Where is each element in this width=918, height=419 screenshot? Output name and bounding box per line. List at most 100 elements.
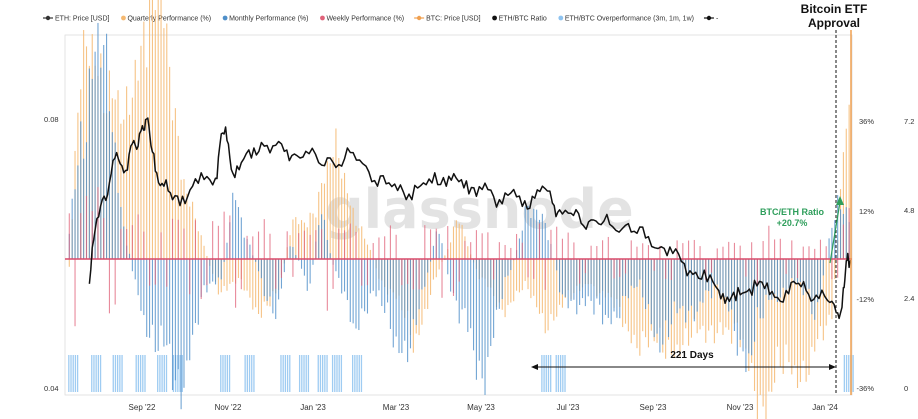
- monthly-bar: [398, 259, 400, 354]
- monthly-bar: [802, 259, 804, 296]
- right-axis-tick: 4.8: [904, 206, 914, 215]
- monthly-bar: [779, 259, 781, 298]
- monthly-bar: [481, 259, 483, 379]
- monthly-bar: [645, 259, 647, 310]
- quarterly-bar: [346, 193, 348, 259]
- legend-marker-2: [222, 15, 228, 21]
- quarterly-bar: [541, 259, 543, 314]
- monthly-bar: [679, 259, 681, 309]
- weekly-bar: [372, 243, 374, 259]
- weekly-bar: [435, 228, 437, 259]
- weekly-bar: [774, 239, 776, 259]
- monthly-bar: [811, 259, 813, 315]
- weekly-bar: [441, 259, 443, 298]
- legend-marker-3: [320, 15, 325, 21]
- monthly-bar: [341, 259, 343, 294]
- legend-marker-7: [706, 15, 712, 21]
- monthly-bar: [470, 259, 472, 329]
- weekly-bar: [699, 246, 701, 259]
- overperformance-bar: [324, 355, 326, 392]
- weekly-bar: [424, 225, 426, 259]
- overperformance-bar: [177, 355, 179, 392]
- overperformance-bar: [303, 355, 305, 392]
- monthly-bar: [343, 259, 346, 292]
- monthly-bar: [487, 259, 489, 358]
- monthly-bar: [484, 259, 486, 395]
- quarterly-bar: [255, 259, 257, 308]
- monthly-bar: [785, 259, 787, 294]
- weekly-bar: [183, 228, 185, 259]
- monthly-bar: [401, 259, 403, 354]
- quarterly-bar: [713, 259, 715, 344]
- overperformance-bar: [220, 355, 222, 392]
- weekly-bar: [452, 259, 455, 296]
- percent-axis-tick: -12%: [856, 295, 874, 304]
- weekly-bar: [137, 214, 139, 259]
- overperformance-bar: [541, 355, 543, 392]
- quarterly-bar: [260, 259, 262, 318]
- monthly-bar: [642, 259, 644, 298]
- monthly-bar: [415, 259, 417, 326]
- monthly-bar: [602, 259, 604, 325]
- legend-marker-0: [45, 15, 51, 21]
- axes-layer: 0.08 0.04 36% 12% -12% -36% 7.2 4.8 2.4 0 Sep '22 N…: [44, 115, 914, 412]
- monthly-bar: [656, 259, 658, 334]
- quarterly-bar: [467, 246, 469, 259]
- weekly-bar: [802, 246, 804, 259]
- monthly-bar: [240, 217, 242, 259]
- monthly-bar: [719, 259, 721, 299]
- weekly-bar: [756, 259, 758, 285]
- quarterly-bar: [189, 206, 191, 259]
- monthly-bar: [670, 259, 672, 325]
- quarterly-bar: [507, 259, 509, 306]
- monthly-bar: [369, 259, 371, 294]
- quarterly-bar: [192, 201, 194, 259]
- monthly-bar: [685, 259, 687, 323]
- monthly-bar: [303, 259, 305, 276]
- quarterly-bar: [848, 104, 850, 259]
- monthly-bar: [263, 259, 265, 297]
- weekly-bar: [412, 259, 414, 290]
- monthly-bar: [682, 259, 684, 306]
- monthly-bar: [71, 198, 73, 259]
- overperformance-bar: [251, 355, 253, 392]
- x-axis-tick: Jan '24: [812, 403, 838, 412]
- quarterly-bar: [306, 227, 308, 259]
- weekly-bar: [636, 246, 638, 259]
- x-axis-tick: Nov '23: [727, 403, 754, 412]
- weekly-bar: [286, 231, 288, 259]
- quarterly-bar: [68, 259, 70, 267]
- quarterly-bar: [438, 259, 440, 270]
- quarterly-bar: [358, 228, 360, 259]
- monthly-bar: [676, 259, 678, 314]
- monthly-bar: [243, 237, 245, 259]
- monthly-bar: [768, 259, 770, 300]
- quarterly-bar: [705, 259, 707, 343]
- weekly-bar: [401, 259, 403, 286]
- quarterly-bar: [513, 259, 515, 302]
- monthly-bar: [607, 259, 609, 318]
- quarterly-bar: [802, 259, 804, 361]
- monthly-bar: [283, 259, 285, 273]
- weekly-bar: [200, 259, 202, 300]
- monthly-bar: [699, 259, 701, 302]
- weekly-bar: [97, 187, 99, 259]
- legend-label-1: Quarterly Performance (%): [127, 16, 211, 23]
- monthly-bar: [266, 259, 268, 301]
- monthly-bar: [226, 242, 228, 259]
- overperformance-layer: [68, 355, 854, 392]
- weekly-bar: [418, 259, 420, 290]
- monthly-bar: [722, 259, 724, 293]
- monthly-bar: [424, 259, 426, 287]
- overperformance-bar: [334, 355, 336, 392]
- monthly-bar: [748, 259, 750, 354]
- monthly-bar: [556, 259, 558, 271]
- weekly-bar: [171, 218, 174, 259]
- overperformance-bar: [117, 355, 119, 392]
- weekly-bar: [103, 218, 105, 259]
- weekly-bar: [693, 239, 695, 259]
- monthly-bar: [593, 259, 595, 315]
- quarterly-bar: [338, 158, 340, 259]
- overperformance-bar: [550, 355, 552, 392]
